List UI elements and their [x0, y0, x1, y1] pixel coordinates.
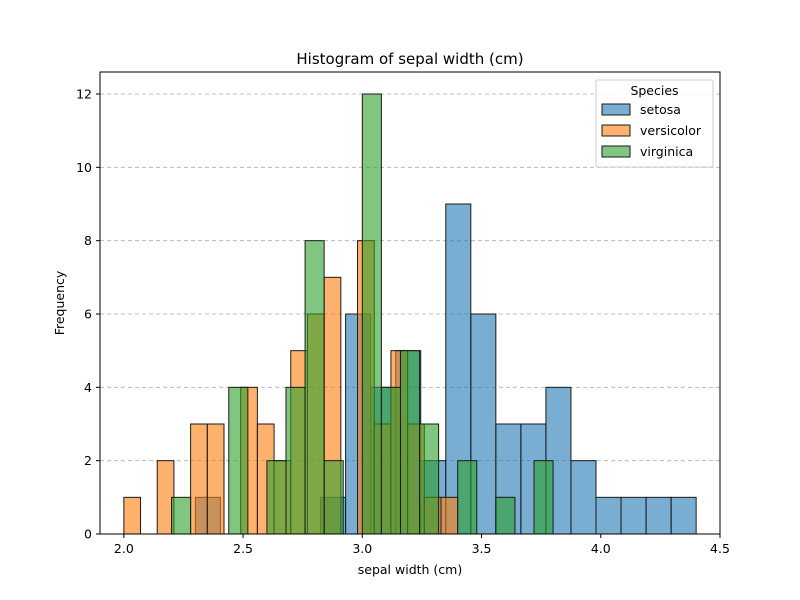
x-axis-ticks: 2.0 2.5 3.0 3.5 4.0 4.5 — [114, 534, 730, 556]
legend-items: setosa versicolor virginica — [601, 102, 702, 159]
y-axis-ticks: 0 2 4 6 8 10 12 — [76, 87, 100, 542]
x-tick-label: 4.0 — [591, 541, 611, 556]
legend-title: Species — [630, 83, 678, 98]
y-tick-label: 8 — [84, 233, 92, 248]
bar-virginica-3 — [228, 386, 249, 535]
y-tick-label: 12 — [76, 87, 92, 102]
x-tick-label: 2.0 — [114, 541, 134, 556]
bar-virginica-5 — [266, 460, 287, 535]
legend-label-virginica: virginica — [640, 144, 693, 159]
bar-versicolor-4 — [190, 423, 208, 535]
y-tick-label: 4 — [84, 380, 92, 395]
plot-frame — [99, 71, 721, 535]
bar-versicolor-5 — [206, 423, 225, 535]
x-tick-label: 4.5 — [710, 541, 730, 556]
legend: Species setosa versicolor virginica — [595, 79, 714, 168]
legend-swatch-setosa — [601, 103, 631, 116]
bar-virginica-12 — [399, 350, 421, 535]
y-axis-label: Frequency — [52, 270, 67, 335]
bar-setosa-17 — [620, 496, 647, 535]
bar-setosa-18 — [645, 496, 672, 535]
legend-label-setosa: setosa — [640, 102, 681, 117]
bar-versicolor-19 — [440, 496, 459, 535]
x-axis-label: sepal width (cm) — [358, 562, 462, 577]
legend-swatch-virginica — [601, 145, 631, 158]
legend-label-versicolor: versicolor — [640, 123, 702, 138]
bar-setosa-16 — [595, 496, 622, 535]
x-tick-label: 3.0 — [352, 541, 372, 556]
bars — [123, 93, 697, 535]
legend-box — [595, 79, 714, 168]
bar-setosa-19 — [670, 496, 697, 535]
x-tick-label: 3.5 — [472, 541, 492, 556]
bar-virginica-10 — [361, 93, 382, 535]
series-virginica — [171, 93, 554, 535]
legend-item-virginica: virginica — [601, 144, 693, 159]
y-tick-label: 2 — [84, 453, 92, 468]
bar-virginica-7 — [304, 240, 325, 535]
bar-setosa-15 — [570, 460, 597, 535]
bar-versicolor-0 — [123, 496, 142, 535]
y-tick-label: 0 — [84, 527, 92, 542]
bar-virginica-13 — [419, 423, 440, 535]
y-tick-label: 6 — [84, 307, 92, 322]
bar-virginica-0 — [171, 496, 192, 535]
bar-virginica-11 — [380, 386, 401, 535]
bar-virginica-8 — [323, 460, 344, 535]
bar-virginica-19 — [533, 460, 554, 535]
legend-item-setosa: setosa — [601, 102, 681, 117]
chart-title: Histogram of sepal width (cm) — [296, 50, 523, 68]
bar-virginica-15 — [457, 460, 478, 535]
y-tick-label: 10 — [76, 160, 92, 175]
legend-swatch-versicolor — [601, 124, 631, 137]
legend-item-versicolor: versicolor — [601, 123, 702, 138]
x-tick-label: 2.5 — [233, 541, 253, 556]
bar-virginica-6 — [285, 386, 306, 535]
bar-virginica-17 — [495, 496, 516, 535]
